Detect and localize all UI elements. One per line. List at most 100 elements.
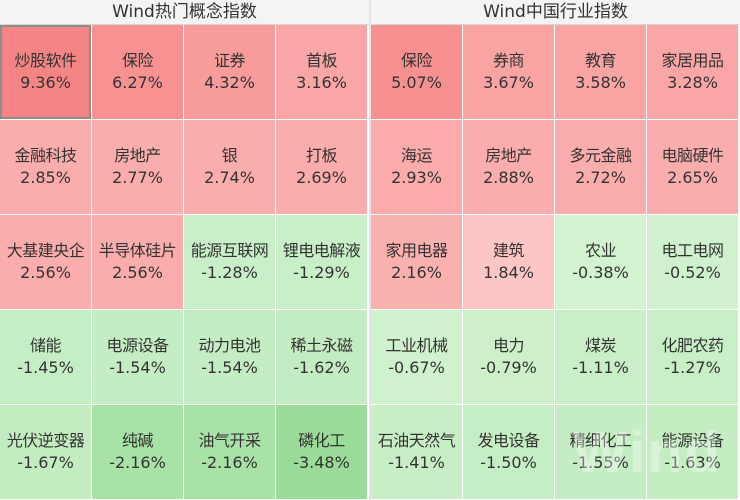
tile-name: 多元金融 [569,146,632,165]
heatmap-tile[interactable]: 工业机械 -0.67% [371,310,462,404]
tile-change-percent: 2.88% [483,168,534,187]
heatmap-tile[interactable]: 房地产 2.88% [463,120,554,214]
tile-name: 半导体硅片 [98,241,177,260]
heatmap-tile[interactable]: 油气开采 -2.16% [184,405,275,499]
heatmap-tile[interactable]: 建筑 1.84% [463,215,554,309]
heatmap-tile[interactable]: 家用电器 2.16% [371,215,462,309]
heatmap-tile[interactable]: 电脑硬件 2.65% [647,120,738,214]
heatmap-tile[interactable]: 家居用品 3.28% [647,25,738,119]
heatmap-tile[interactable]: 能源设备 -1.63% [647,405,738,499]
heatmap-tile[interactable]: 房地产 2.77% [92,120,183,214]
heatmap-tile[interactable]: 半导体硅片 2.56% [92,215,183,309]
heatmap-tile[interactable]: 电源设备 -1.54% [92,310,183,404]
tile-change-percent: 4.32% [204,73,255,92]
heatmap-tile[interactable]: 稀土永磁 -1.62% [276,310,367,404]
concept-index-grid: 炒股软件 9.36% 保险 6.27% 证券 4.32% 首板 3.16% 金融科技 2.85% 房… [0,25,369,500]
heatmap-tile[interactable]: 打板 2.69% [276,120,367,214]
heatmap-tile[interactable]: 炒股软件 9.36% [0,25,91,119]
tile-change-percent: 2.85% [20,168,71,187]
heatmap-tile[interactable]: 金融科技 2.85% [0,120,91,214]
tile-change-percent: 2.72% [575,168,626,187]
tile-change-percent: 2.56% [112,263,163,282]
heatmap-tile[interactable]: 农业 -0.38% [555,215,646,309]
heatmap-tile[interactable]: 保险 6.27% [92,25,183,119]
tile-name: 磷化工 [298,431,345,450]
heatmap-tile[interactable]: 动力电池 -1.54% [184,310,275,404]
tile-change-percent: 2.56% [20,263,71,282]
heatmap-tile[interactable]: 证券 4.32% [184,25,275,119]
tile-change-percent: -1.50% [480,453,537,472]
tile-name: 房地产 [114,146,161,165]
tile-name: 能源互联网 [190,241,269,260]
tile-name: 电工电网 [661,241,724,260]
heatmap-tile[interactable]: 化肥农药 -1.27% [647,310,738,404]
heatmap-tile[interactable]: 纯碱 -2.16% [92,405,183,499]
tile-change-percent: -2.16% [109,453,166,472]
heatmap-tile[interactable]: 券商 3.67% [463,25,554,119]
heatmap-tile[interactable]: 磷化工 -3.48% [276,405,367,499]
tile-name: 农业 [584,241,617,260]
tile-change-percent: 3.28% [667,73,718,92]
heatmap-tile[interactable]: 能源互联网 -1.28% [184,215,275,309]
tile-change-percent: -1.28% [201,263,258,282]
tile-change-percent: -1.27% [664,358,721,377]
tile-change-percent: -0.38% [572,263,629,282]
tile-name: 证券 [213,51,246,70]
tile-name: 电源设备 [106,336,169,355]
tile-name: 油气开采 [198,431,261,450]
heatmap-tile[interactable]: 光伏逆变器 -1.67% [0,405,91,499]
heatmap-tile[interactable]: 电工电网 -0.52% [647,215,738,309]
tile-change-percent: 2.93% [391,168,442,187]
heatmap-tile[interactable]: 首板 3.16% [276,25,367,119]
tile-change-percent: 2.16% [391,263,442,282]
heatmap-tile[interactable]: 精细化工 -1.55% [555,405,646,499]
tile-change-percent: -1.54% [109,358,166,377]
tile-change-percent: -0.79% [480,358,537,377]
heatmap-tile[interactable]: 石油天然气 -1.41% [371,405,462,499]
tile-name: 精细化工 [569,431,632,450]
tile-change-percent: -1.45% [17,358,74,377]
heatmap-tile[interactable]: 银 2.74% [184,120,275,214]
tile-change-percent: -0.52% [664,263,721,282]
tile-change-percent: -3.48% [293,453,350,472]
tile-change-percent: 3.58% [575,73,626,92]
heatmap-tile[interactable]: 保险 5.07% [371,25,462,119]
tile-name: 光伏逆变器 [6,431,85,450]
heatmap-tile[interactable]: 海运 2.93% [371,120,462,214]
tile-name: 银 [221,146,238,165]
tile-name: 石油天然气 [377,431,456,450]
tile-name: 保险 [121,51,154,70]
heatmap-tile[interactable]: 发电设备 -1.50% [463,405,554,499]
tile-change-percent: -1.11% [572,358,629,377]
heatmap-tile[interactable]: 电力 -0.79% [463,310,554,404]
heatmap-tile[interactable]: 大基建央企 2.56% [0,215,91,309]
tile-change-percent: 2.65% [667,168,718,187]
panel-divider [369,0,371,500]
tile-change-percent: -1.62% [293,358,350,377]
tile-change-percent: 1.84% [483,263,534,282]
tile-name: 金融科技 [14,146,77,165]
tile-name: 家居用品 [661,51,724,70]
heatmap-tile[interactable]: 煤炭 -1.11% [555,310,646,404]
concept-index-panel: Wind热门概念指数 炒股软件 9.36% 保险 6.27% 证券 4.32% 首板 3.16… [0,0,369,500]
tile-change-percent: -2.16% [201,453,258,472]
tile-name: 煤炭 [584,336,617,355]
tile-name: 纯碱 [121,431,154,450]
tile-change-percent: 2.77% [112,168,163,187]
tile-change-percent: 2.74% [204,168,255,187]
tile-name: 教育 [584,51,617,70]
tile-change-percent: 2.69% [296,168,347,187]
tile-change-percent: -1.54% [201,358,258,377]
tile-change-percent: 6.27% [112,73,163,92]
heatmap-tile[interactable]: 锂电电解液 -1.29% [276,215,367,309]
heatmap-tile[interactable]: 教育 3.58% [555,25,646,119]
heatmap-tile[interactable]: 储能 -1.45% [0,310,91,404]
tile-change-percent: -0.67% [388,358,445,377]
heatmap-tile[interactable]: 多元金融 2.72% [555,120,646,214]
tile-change-percent: 3.16% [296,73,347,92]
industry-index-grid: 保险 5.07% 券商 3.67% 教育 3.58% 家居用品 3.28% 海运 2.93% 房地产… [371,25,740,500]
tile-name: 工业机械 [385,336,448,355]
tile-change-percent: 3.67% [483,73,534,92]
tile-change-percent: 9.36% [20,73,71,92]
